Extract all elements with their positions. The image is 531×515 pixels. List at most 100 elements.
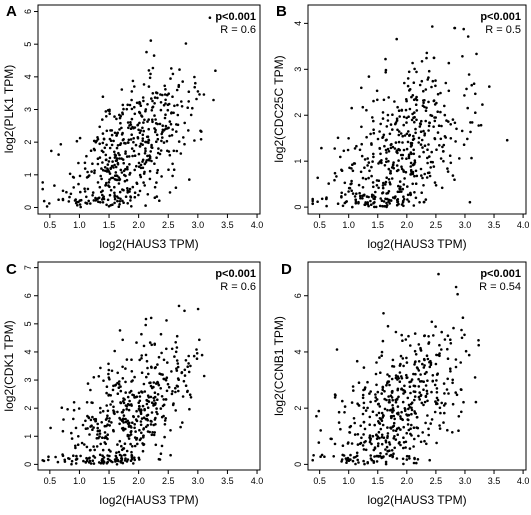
x-tick-label: 3.0: [459, 476, 472, 486]
scatter-point: [154, 118, 157, 121]
scatter-point: [87, 416, 90, 419]
scatter-point: [180, 371, 183, 375]
scatter-point: [401, 134, 405, 138]
scatter-point: [93, 148, 96, 152]
scatter-point: [401, 141, 404, 144]
scatter-point: [135, 438, 138, 441]
scatter-point: [425, 389, 429, 393]
scatter-point: [103, 166, 107, 169]
scatter-point: [138, 145, 142, 148]
scatter-point: [425, 51, 429, 55]
scatter-point: [371, 434, 375, 438]
scatter-point: [101, 161, 104, 164]
scatter-point: [108, 417, 111, 420]
x-tick-label: 2.5: [162, 476, 175, 486]
scatter-point: [405, 132, 409, 136]
scatter-point: [395, 457, 399, 460]
scatter-point: [418, 155, 421, 158]
scatter-point: [349, 458, 352, 461]
scatter-point: [317, 441, 321, 444]
panel-d-letter: D: [281, 261, 292, 278]
scatter-point: [146, 103, 149, 106]
scatter-point: [430, 390, 433, 394]
scatter-point: [174, 350, 178, 354]
scatter-point: [477, 339, 480, 342]
scatter-point: [441, 150, 445, 153]
scatter-point: [320, 146, 323, 150]
scatter-point: [168, 191, 172, 194]
panel-b-letter: B: [276, 3, 287, 20]
scatter-point: [379, 152, 382, 156]
scatter-point: [422, 388, 425, 392]
scatter-point: [449, 123, 453, 126]
x-tick-label: 3.5: [221, 476, 234, 486]
scatter-point: [404, 338, 408, 341]
scatter-point: [97, 375, 101, 378]
scatter-point: [98, 185, 102, 189]
scatter-point: [70, 431, 73, 435]
scatter-point: [87, 199, 90, 203]
scatter-point: [435, 387, 439, 390]
scatter-point: [150, 365, 153, 369]
scatter-point: [157, 383, 161, 387]
scatter-point: [150, 159, 153, 163]
scatter-point: [352, 456, 356, 459]
scatter-point: [117, 196, 120, 200]
scatter-point: [452, 326, 455, 330]
scatter-point: [488, 85, 491, 88]
scatter-point: [401, 457, 405, 461]
scatter-point: [397, 109, 401, 112]
scatter-point: [140, 371, 144, 375]
scatter-point: [404, 170, 408, 174]
scatter-point: [424, 88, 428, 91]
scatter-point: [333, 147, 337, 150]
scatter-point: [466, 106, 470, 110]
scatter-point: [383, 205, 386, 208]
scatter-point: [364, 448, 368, 452]
scatter-point: [140, 390, 143, 393]
scatter-point: [414, 103, 418, 106]
scatter-point: [166, 103, 170, 107]
panel-b-plot-frame: [307, 4, 527, 215]
scatter-point: [438, 343, 441, 347]
scatter-point: [407, 130, 410, 133]
x-tick-label: 2.5: [430, 220, 443, 230]
scatter-point: [60, 406, 64, 410]
scatter-point: [379, 122, 383, 126]
scatter-point: [408, 134, 411, 137]
scatter-point: [389, 172, 393, 175]
scatter-point: [403, 384, 406, 388]
scatter-point: [128, 403, 131, 407]
scatter-point: [131, 185, 135, 189]
scatter-point: [400, 165, 403, 168]
scatter-point: [474, 400, 478, 404]
scatter-point: [98, 156, 102, 159]
scatter-point: [119, 401, 123, 405]
scatter-point: [101, 201, 105, 204]
scatter-point: [380, 350, 384, 354]
scatter-point: [174, 341, 177, 344]
scatter-point: [118, 190, 122, 194]
scatter-point: [160, 175, 163, 178]
scatter-point: [193, 139, 196, 142]
scatter-point: [151, 66, 155, 70]
scatter-point: [406, 414, 409, 417]
scatter-point: [113, 131, 117, 135]
scatter-point: [140, 354, 143, 357]
scatter-point: [116, 161, 120, 165]
scatter-point: [150, 420, 153, 423]
scatter-point: [144, 109, 147, 113]
scatter-point: [333, 393, 337, 396]
scatter-point: [115, 159, 119, 162]
scatter-point: [384, 68, 388, 72]
scatter-point: [417, 136, 421, 140]
scatter-point: [101, 436, 104, 440]
scatter-point: [101, 132, 105, 135]
scatter-point: [402, 388, 405, 392]
scatter-point: [427, 129, 430, 132]
scatter-point: [371, 160, 374, 163]
x-tick-label: 0.5: [44, 476, 57, 486]
scatter-point: [86, 170, 89, 174]
scatter-point: [121, 377, 125, 380]
scatter-point: [409, 380, 413, 383]
